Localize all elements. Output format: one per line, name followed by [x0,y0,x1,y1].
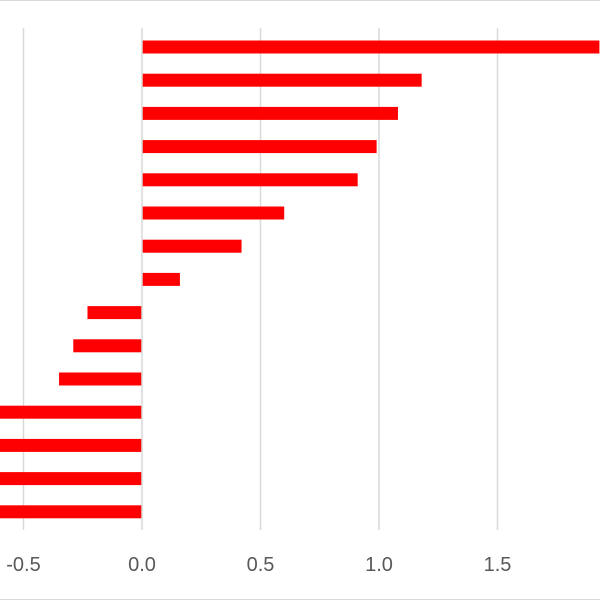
bar-12 [0,438,142,452]
bar-3 [142,140,377,154]
bar-11 [0,405,142,419]
bar-9 [73,339,142,353]
x-tick-label-4: 1.5 [484,554,512,576]
bar-4 [142,173,358,187]
bar-0 [142,40,600,54]
x-tick-label-3: 1.0 [365,554,393,576]
bar-1 [142,73,422,87]
bar-10 [59,372,142,386]
x-tick-label-1: 0.0 [128,554,156,576]
bar-2 [142,106,398,120]
bar-6 [142,239,242,253]
bar-8 [87,306,142,320]
x-tick-label-2: 0.5 [247,554,275,576]
bar-14 [0,505,142,519]
x-tick-label-0: -0.5 [6,554,40,576]
bar-7 [142,272,180,286]
bar-13 [0,472,142,486]
bar-5 [142,206,285,220]
